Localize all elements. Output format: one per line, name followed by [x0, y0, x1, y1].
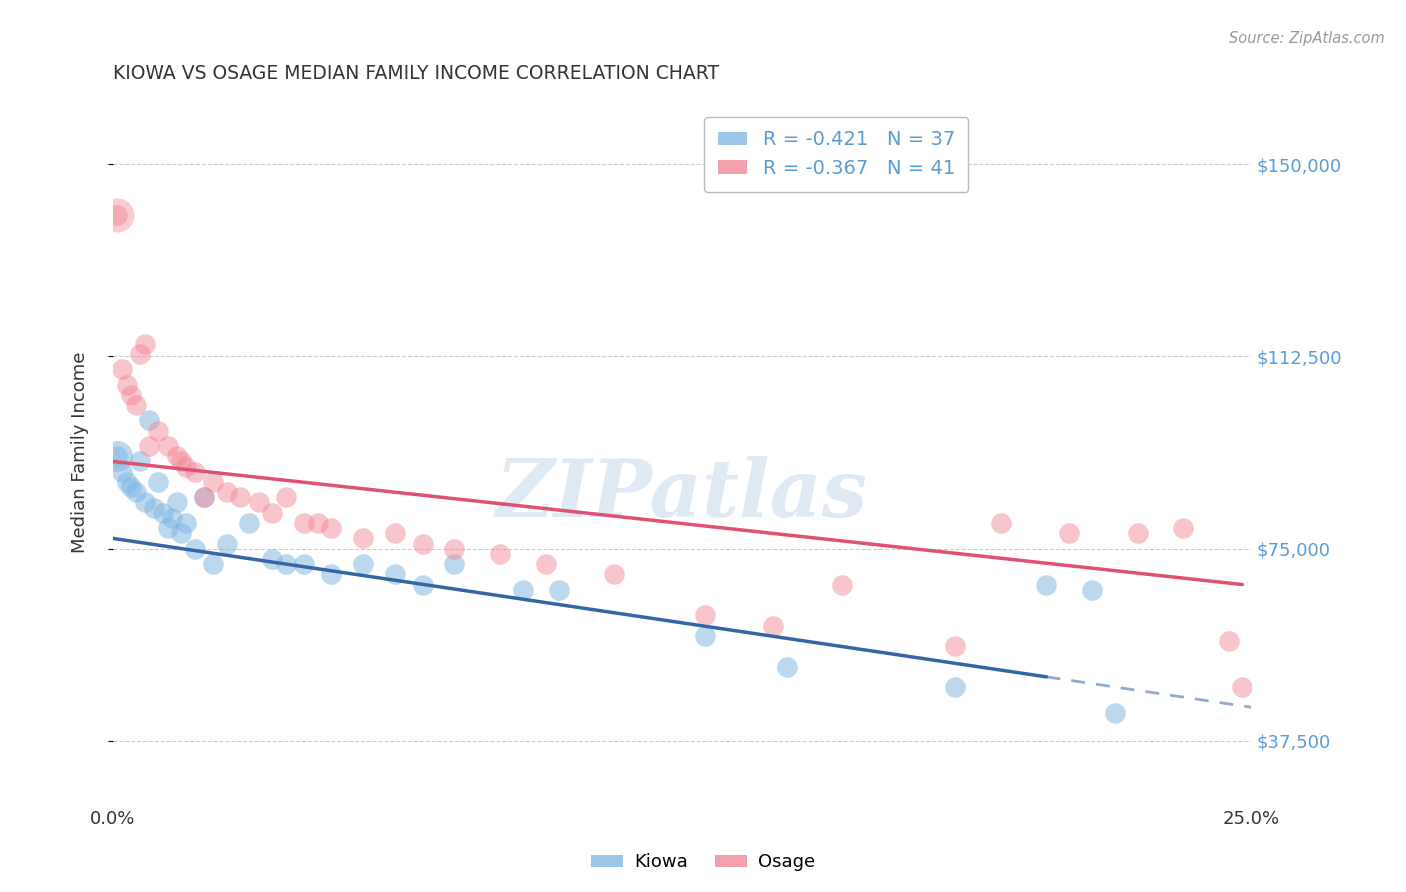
- Point: [412, 577, 434, 591]
- Point: [142, 500, 165, 515]
- Point: [124, 485, 146, 500]
- Text: ZIPatlas: ZIPatlas: [496, 456, 868, 533]
- Point: [443, 541, 465, 556]
- Point: [321, 521, 343, 535]
- Point: [156, 439, 179, 453]
- Point: [138, 439, 160, 453]
- Y-axis label: Median Family Income: Median Family Income: [72, 351, 89, 553]
- Point: [193, 491, 215, 505]
- Point: [1171, 521, 1194, 535]
- Point: [443, 557, 465, 571]
- Point: [247, 495, 270, 509]
- Point: [156, 521, 179, 535]
- Point: [184, 541, 207, 556]
- Point: [166, 495, 188, 509]
- Point: [111, 362, 134, 376]
- Point: [693, 608, 716, 623]
- Point: [1232, 680, 1254, 694]
- Point: [170, 454, 193, 468]
- Point: [202, 475, 225, 489]
- Point: [107, 208, 129, 222]
- Point: [274, 557, 297, 571]
- Point: [120, 388, 142, 402]
- Point: [1218, 634, 1240, 648]
- Point: [160, 511, 183, 525]
- Point: [1104, 706, 1126, 720]
- Point: [548, 582, 571, 597]
- Point: [166, 450, 188, 464]
- Point: [262, 506, 284, 520]
- Point: [945, 680, 967, 694]
- Point: [412, 536, 434, 550]
- Legend: Kiowa, Osage: Kiowa, Osage: [583, 847, 823, 879]
- Point: [184, 465, 207, 479]
- Point: [762, 618, 785, 632]
- Point: [489, 547, 512, 561]
- Point: [152, 506, 174, 520]
- Point: [603, 567, 626, 582]
- Point: [321, 567, 343, 582]
- Point: [776, 659, 799, 673]
- Text: Source: ZipAtlas.com: Source: ZipAtlas.com: [1229, 31, 1385, 46]
- Point: [384, 567, 406, 582]
- Point: [148, 424, 170, 438]
- Point: [262, 552, 284, 566]
- Point: [107, 450, 129, 464]
- Point: [174, 516, 197, 530]
- Point: [107, 450, 129, 464]
- Point: [352, 557, 374, 571]
- Point: [229, 491, 252, 505]
- Point: [174, 459, 197, 474]
- Point: [990, 516, 1012, 530]
- Point: [134, 495, 156, 509]
- Point: [129, 347, 152, 361]
- Point: [215, 536, 238, 550]
- Point: [148, 475, 170, 489]
- Point: [831, 577, 853, 591]
- Point: [1081, 582, 1104, 597]
- Point: [292, 516, 315, 530]
- Point: [534, 557, 557, 571]
- Point: [134, 336, 156, 351]
- Point: [307, 516, 329, 530]
- Point: [129, 454, 152, 468]
- Point: [170, 526, 193, 541]
- Point: [352, 532, 374, 546]
- Point: [107, 208, 129, 222]
- Point: [1126, 526, 1149, 541]
- Point: [274, 491, 297, 505]
- Point: [1057, 526, 1080, 541]
- Point: [384, 526, 406, 541]
- Point: [115, 377, 138, 392]
- Point: [115, 475, 138, 489]
- Point: [693, 629, 716, 643]
- Point: [945, 639, 967, 653]
- Point: [138, 413, 160, 427]
- Legend: R = -0.421   N = 37, R = -0.367   N = 41: R = -0.421 N = 37, R = -0.367 N = 41: [704, 117, 969, 192]
- Point: [238, 516, 260, 530]
- Point: [512, 582, 534, 597]
- Point: [120, 480, 142, 494]
- Point: [124, 398, 146, 412]
- Point: [202, 557, 225, 571]
- Point: [1035, 577, 1057, 591]
- Point: [215, 485, 238, 500]
- Point: [111, 465, 134, 479]
- Point: [193, 491, 215, 505]
- Text: KIOWA VS OSAGE MEDIAN FAMILY INCOME CORRELATION CHART: KIOWA VS OSAGE MEDIAN FAMILY INCOME CORR…: [112, 64, 718, 83]
- Point: [292, 557, 315, 571]
